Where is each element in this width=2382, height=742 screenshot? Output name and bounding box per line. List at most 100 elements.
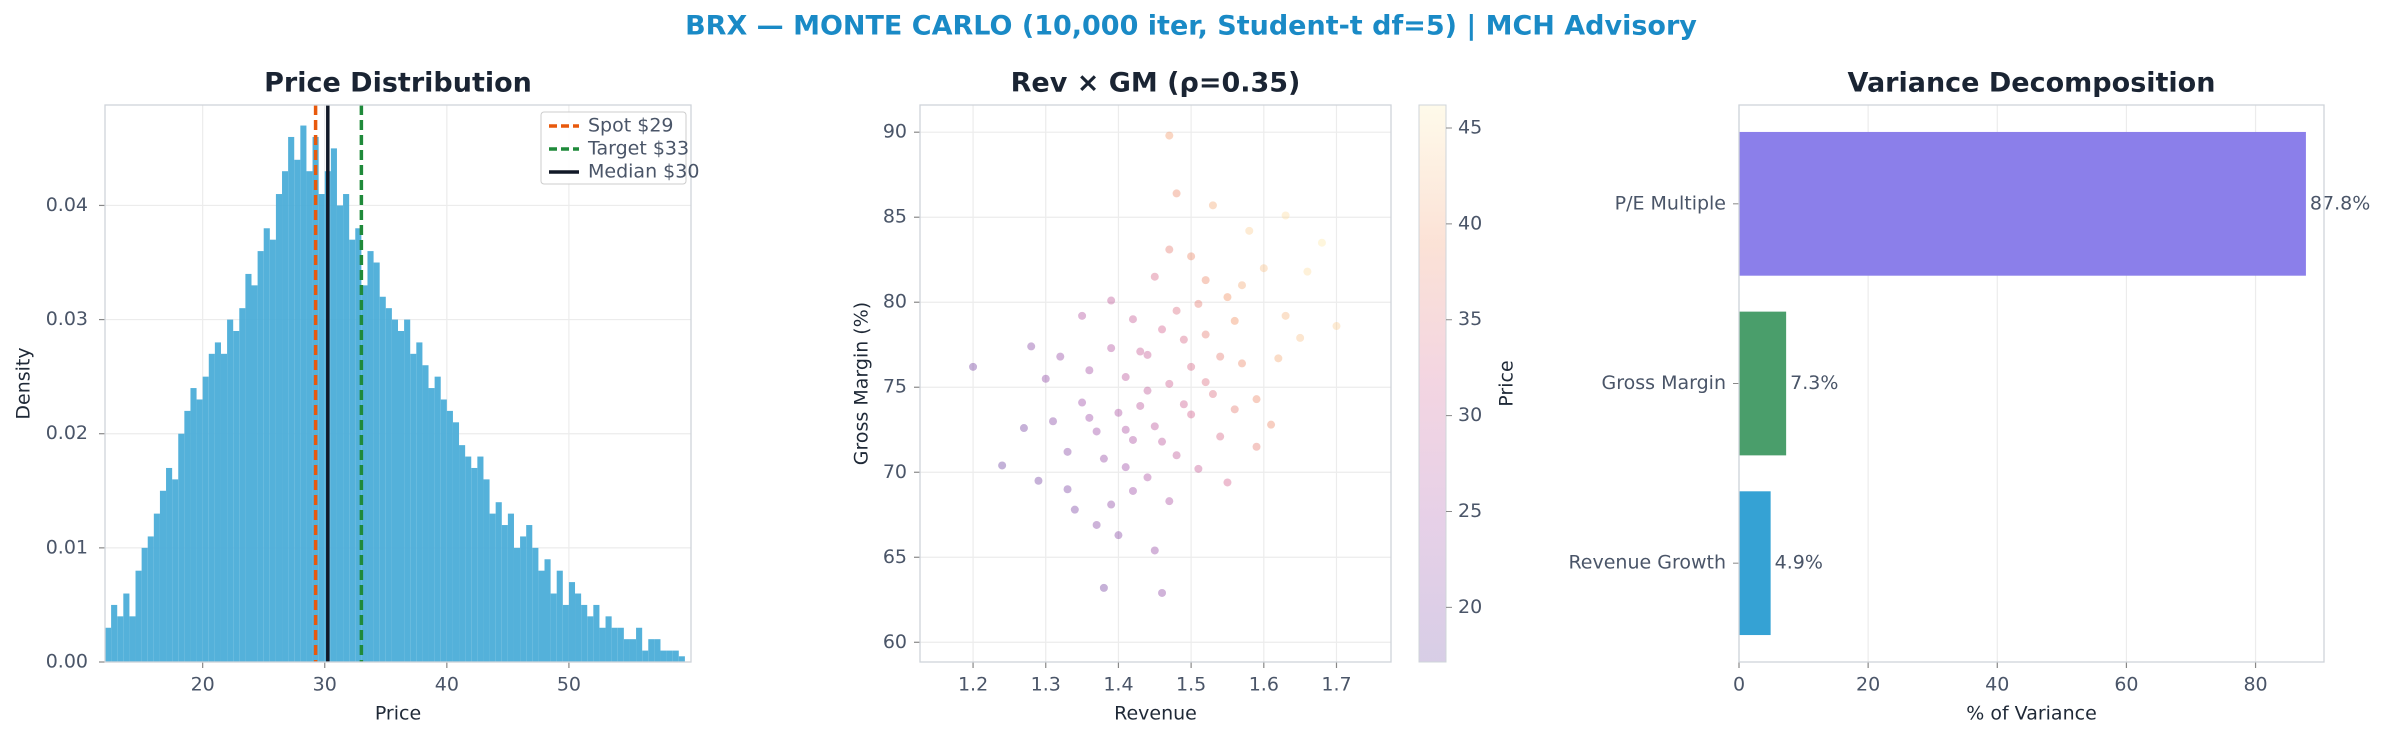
histogram-bar <box>599 627 606 662</box>
y-tick-label: Revenue Growth <box>1568 552 1726 574</box>
histogram-bar <box>190 388 197 662</box>
histogram-bar <box>581 604 588 662</box>
x-tick-label: 1.7 <box>1321 674 1351 696</box>
histogram-bar <box>434 376 441 662</box>
histogram-bar <box>593 604 600 662</box>
scatter-point <box>1201 276 1210 285</box>
colorbar-tick-label: 20 <box>1458 596 1482 618</box>
histogram-bar <box>568 582 576 662</box>
histogram-bar <box>526 525 533 662</box>
histogram-bar <box>629 639 637 662</box>
plot-frame <box>1738 104 2325 663</box>
x-tick-label: 50 <box>557 674 581 696</box>
histogram-bar <box>111 604 118 662</box>
histogram-bar <box>251 285 258 662</box>
scatter-point <box>1121 373 1130 382</box>
histogram-bar <box>636 627 643 662</box>
x-tick-label: 40 <box>435 674 459 696</box>
panel-title: Variance Decomposition <box>1848 68 2216 99</box>
scatter-point <box>1208 201 1217 210</box>
panel-title: Price Distribution <box>264 68 532 99</box>
scatter-point <box>1158 588 1167 597</box>
histogram-bar <box>385 308 392 662</box>
scatter-point <box>1187 252 1196 261</box>
histogram-bar <box>208 353 215 662</box>
histogram-bar <box>257 251 264 662</box>
histogram-bar <box>361 285 368 662</box>
scatter-point <box>1128 435 1137 444</box>
scatter-point <box>1252 442 1261 451</box>
y-tick-label: 90 <box>883 121 907 143</box>
histogram-bar <box>483 479 490 662</box>
scatter-point <box>1281 311 1290 320</box>
scatter-point <box>1194 299 1203 308</box>
histogram-bar <box>446 410 453 662</box>
histogram-bar <box>666 650 673 662</box>
scatter-point <box>1245 226 1254 235</box>
x-axis-label: Revenue <box>1114 703 1197 725</box>
scatter-point <box>1172 451 1181 460</box>
scatter-point <box>1187 362 1196 371</box>
histogram-bar <box>648 639 655 662</box>
legend-box <box>540 111 687 185</box>
colorbar-tick-label: 30 <box>1458 404 1482 426</box>
histogram-bar <box>532 547 539 662</box>
histogram-bar <box>220 353 228 662</box>
colorbar-tick-label: 35 <box>1458 308 1482 330</box>
histogram-bar <box>605 616 612 662</box>
legend-label: Target $33 <box>587 138 689 160</box>
histogram-bar <box>135 570 142 662</box>
scatter-point <box>1027 342 1036 351</box>
scatter-point <box>1107 500 1116 509</box>
scatter-point <box>1208 390 1217 399</box>
scatter-point <box>1085 366 1094 375</box>
scatter-point <box>1128 486 1137 495</box>
scatter-point <box>1049 417 1058 426</box>
histogram-bar <box>373 262 380 662</box>
x-tick-label: 60 <box>2114 674 2138 696</box>
scatter-point <box>1216 432 1225 441</box>
histogram-bar <box>410 353 417 662</box>
scatter-point <box>1165 379 1174 388</box>
x-tick-label: 0 <box>1733 674 1745 696</box>
x-tick-label: 80 <box>2243 674 2267 696</box>
histogram-bar <box>214 342 221 662</box>
histogram-bar <box>288 136 295 663</box>
scatter-point <box>1078 398 1087 407</box>
histogram-bar <box>349 239 356 662</box>
scatter-point <box>1296 333 1305 342</box>
scatter-point <box>1063 447 1072 456</box>
scatter-point <box>1150 272 1159 281</box>
histogram-bar <box>105 627 112 662</box>
scatter-point <box>1172 189 1181 198</box>
scatter-point <box>1143 473 1152 482</box>
y-tick-label: 80 <box>883 291 907 313</box>
histogram-bar <box>318 194 325 662</box>
scatter-point <box>1099 454 1108 463</box>
histogram-bar <box>501 525 508 662</box>
scatter-point <box>1223 293 1232 302</box>
histogram-bar <box>477 456 484 662</box>
scatter-point <box>1317 238 1326 247</box>
histogram-bar <box>611 627 618 662</box>
x-tick-label: 1.2 <box>958 674 988 696</box>
histogram-bar <box>263 228 270 662</box>
histogram-bar <box>172 479 179 662</box>
scatter-point <box>1136 401 1145 410</box>
histogram-bar <box>269 239 276 662</box>
scatter-point <box>1099 583 1108 592</box>
histogram-bar <box>153 513 160 662</box>
histogram-bar <box>147 536 154 662</box>
histogram-bar <box>489 513 496 662</box>
scatter-point <box>1128 315 1137 324</box>
scatter-point <box>1332 322 1341 331</box>
histogram-bar <box>440 399 447 662</box>
histogram-bar <box>306 171 313 663</box>
scatter-point <box>1158 437 1167 446</box>
scatter-point <box>1150 422 1159 431</box>
histogram-bar <box>672 650 679 662</box>
x-tick-label: 1.5 <box>1176 674 1206 696</box>
x-tick-label: 30 <box>313 674 337 696</box>
histogram-bar <box>202 376 209 662</box>
scatter-point <box>1237 359 1246 368</box>
